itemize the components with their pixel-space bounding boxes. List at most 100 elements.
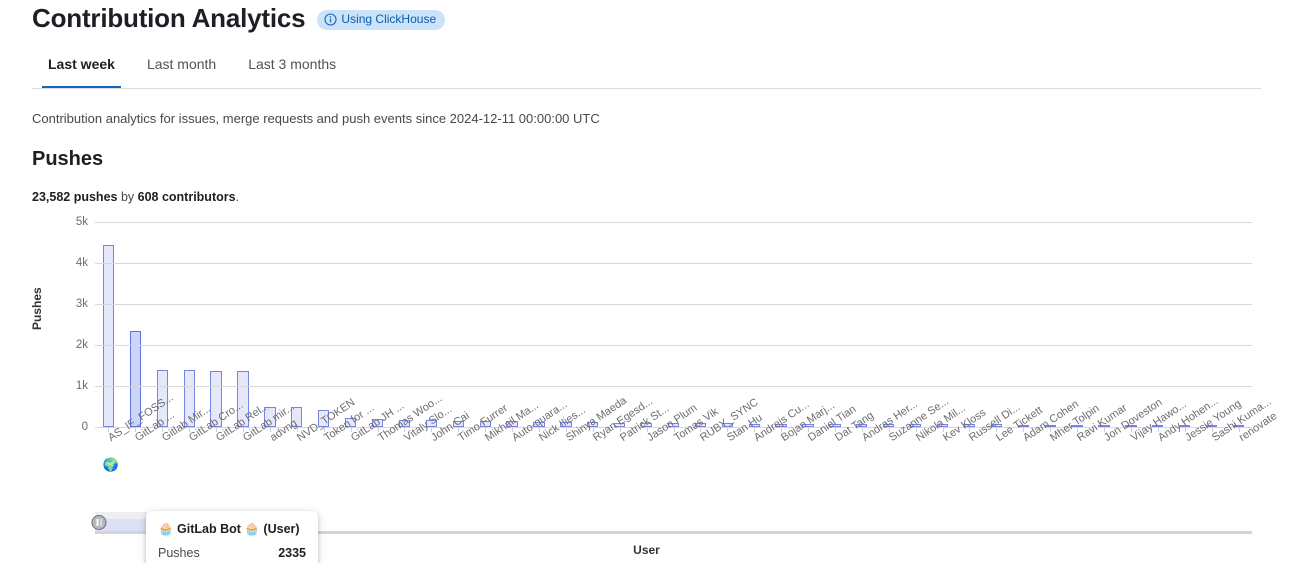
- tooltip-metric-value: 2335: [278, 546, 306, 560]
- bar[interactable]: [936, 424, 949, 427]
- bar[interactable]: [1071, 424, 1083, 427]
- y-axis-tick-label: 4k: [75, 257, 88, 269]
- x-axis-tick: [700, 427, 702, 432]
- status-badge-label: Using ClickHouse: [341, 12, 437, 26]
- x-axis-tick: [996, 427, 998, 432]
- bar-series: [95, 222, 1252, 427]
- bar[interactable]: [1179, 425, 1191, 427]
- bar[interactable]: [1044, 424, 1056, 427]
- tooltip-title: 🧁 GitLab Bot 🧁 (User): [158, 522, 300, 536]
- x-axis-tick: [1130, 427, 1132, 432]
- bar[interactable]: [775, 423, 787, 427]
- x-axis-tick: [404, 427, 406, 432]
- x-axis-tick: [1050, 427, 1052, 432]
- bar[interactable]: [237, 370, 249, 427]
- bar[interactable]: [506, 421, 518, 427]
- bar[interactable]: [1232, 425, 1245, 427]
- x-axis-tick: [727, 427, 729, 432]
- bar[interactable]: [640, 422, 653, 427]
- x-axis-tick: [673, 427, 675, 432]
- bar[interactable]: [210, 370, 222, 427]
- analytics-subtitle: Contribution analytics for issues, merge…: [32, 111, 600, 126]
- tab-last-3-months[interactable]: Last 3 months: [248, 56, 337, 72]
- bar[interactable]: [802, 423, 814, 427]
- x-axis-tick: [1157, 427, 1159, 432]
- bar[interactable]: [183, 370, 195, 427]
- bar[interactable]: [1152, 424, 1164, 427]
- x-axis-tick: [754, 427, 756, 432]
- x-axis-tick: [861, 427, 863, 432]
- bar[interactable]: [1098, 424, 1110, 427]
- x-axis-tick: [350, 427, 352, 432]
- bar[interactable]: [102, 244, 115, 427]
- bar[interactable]: [829, 423, 841, 427]
- grid-line: [95, 386, 1252, 387]
- info-icon: [324, 13, 337, 26]
- x-axis-tick: [781, 427, 783, 432]
- bar[interactable]: [371, 419, 384, 427]
- tab-last-month[interactable]: Last month: [146, 56, 217, 72]
- bar[interactable]: [318, 409, 330, 427]
- zoom-track[interactable]: [95, 531, 1252, 534]
- pushes-bar-chart: Pushes 0 1k 2k 3k 4k 5k AS_IF_FOSS... GitLab ..…: [0, 205, 1293, 563]
- bar[interactable]: [344, 417, 357, 427]
- pushes-period: .: [235, 190, 240, 204]
- x-axis-tick: [942, 427, 944, 432]
- x-axis-tick: [323, 427, 325, 432]
- x-axis-tick: [135, 427, 137, 432]
- x-axis-tick: [296, 427, 298, 432]
- zoom-handle-left[interactable]: [91, 515, 107, 530]
- grid-line: [95, 345, 1252, 346]
- bar[interactable]: [398, 419, 411, 427]
- x-axis-tick: [1104, 427, 1105, 432]
- bar[interactable]: [614, 422, 626, 427]
- bar[interactable]: [990, 424, 1003, 427]
- x-axis-tick: [915, 427, 917, 432]
- bar[interactable]: [667, 423, 680, 427]
- page-header: Contribution Analytics Using ClickHouse: [32, 2, 446, 34]
- bar[interactable]: [452, 420, 464, 427]
- bar[interactable]: [1205, 425, 1218, 427]
- bar[interactable]: [1125, 424, 1137, 427]
- tab-last-week[interactable]: Last week: [32, 56, 131, 88]
- bar[interactable]: [694, 423, 707, 427]
- x-axis-tick: [242, 427, 244, 432]
- bar[interactable]: [156, 370, 168, 427]
- contributors-count: 608 contributors: [137, 190, 236, 204]
- x-axis-tick: [1238, 427, 1240, 432]
- bar[interactable]: [291, 406, 303, 427]
- bar[interactable]: [587, 422, 599, 427]
- bar[interactable]: [560, 422, 572, 427]
- bar[interactable]: [264, 406, 276, 427]
- x-axis-tick: [619, 427, 621, 432]
- x-axis-tick: [189, 427, 191, 432]
- x-axis-tick: [646, 427, 648, 432]
- x-axis-tick: [1184, 427, 1186, 432]
- bar[interactable]: [748, 423, 760, 427]
- pushes-count: 23,582 pushes: [32, 190, 118, 204]
- bar[interactable]: [856, 424, 868, 427]
- chart-plot-area: 0 1k 2k 3k 4k 5k AS_IF_FOSS... GitLab ... Gitlab…: [76, 216, 1279, 472]
- bar[interactable]: [129, 331, 141, 427]
- bar[interactable]: [883, 424, 895, 427]
- x-axis-tick: [808, 427, 810, 432]
- y-axis-tick-label: 1k: [75, 380, 88, 392]
- bar[interactable]: [533, 421, 545, 427]
- y-axis-tick-label: 2k: [75, 339, 88, 351]
- bar[interactable]: [963, 424, 976, 427]
- x-axis-tick: [1211, 427, 1213, 432]
- x-axis-tick: [216, 427, 218, 432]
- bar[interactable]: [721, 423, 733, 427]
- status-badge-clickhouse: Using ClickHouse: [317, 10, 446, 30]
- x-axis-tick: [485, 427, 487, 432]
- bar[interactable]: [425, 420, 437, 427]
- bar[interactable]: [479, 420, 491, 427]
- tooltip-metric-label: Pushes: [158, 546, 200, 560]
- bar[interactable]: [910, 424, 922, 427]
- bar[interactable]: [1017, 424, 1029, 427]
- x-axis-tick: [458, 427, 460, 432]
- x-axis-tick: [431, 427, 433, 432]
- x-axis-tick: [538, 427, 540, 432]
- grid-line: [95, 222, 1252, 223]
- grid-line: [95, 304, 1252, 305]
